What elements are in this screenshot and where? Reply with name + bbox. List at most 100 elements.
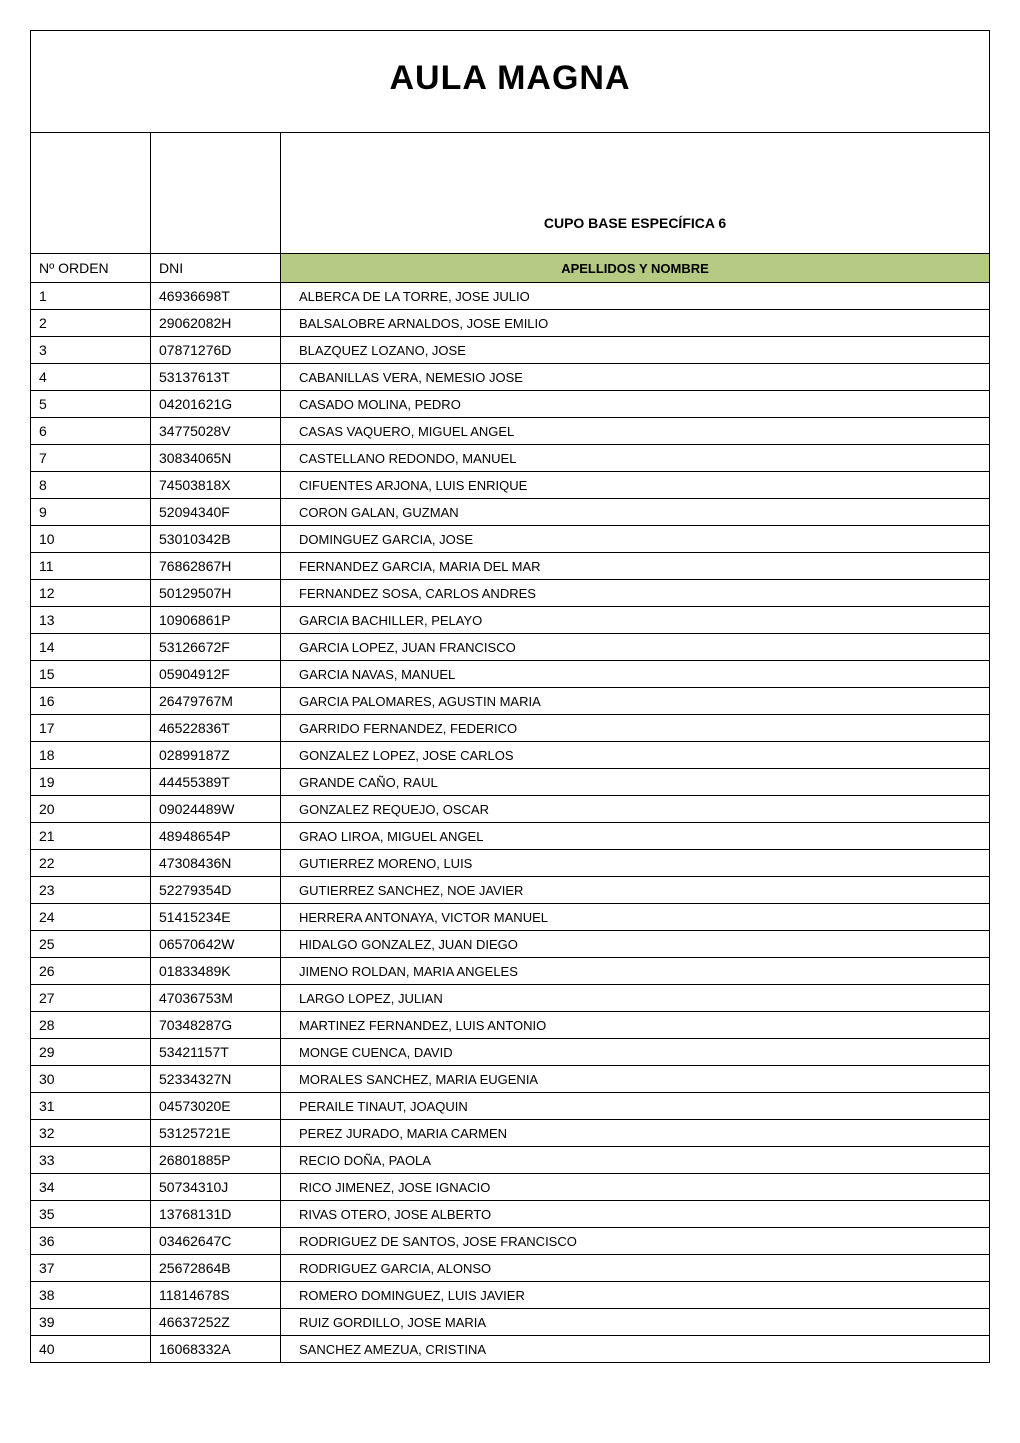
cell-name: RECIO DOÑA, PAOLA — [281, 1147, 989, 1173]
table-body: 146936698TALBERCA DE LA TORRE, JOSE JULI… — [31, 283, 989, 1362]
cell-orden: 34 — [31, 1174, 151, 1200]
cell-name: CASTELLANO REDONDO, MANUEL — [281, 445, 989, 471]
cell-dni: 76862867H — [151, 553, 281, 579]
cell-dni: 11814678S — [151, 1282, 281, 1308]
subheader-dni-spacer — [151, 133, 281, 253]
cell-orden: 12 — [31, 580, 151, 606]
cell-orden: 2 — [31, 310, 151, 336]
cell-dni: 09024489W — [151, 796, 281, 822]
cell-name: FERNANDEZ GARCIA, MARIA DEL MAR — [281, 553, 989, 579]
cell-name: MARTINEZ FERNANDEZ, LUIS ANTONIO — [281, 1012, 989, 1038]
cell-dni: 51415234E — [151, 904, 281, 930]
table-row: 3946637252ZRUIZ GORDILLO, JOSE MARIA — [31, 1309, 989, 1336]
table-row: 3603462647CRODRIGUEZ DE SANTOS, JOSE FRA… — [31, 1228, 989, 1255]
page-title: AULA MAGNA — [389, 59, 630, 97]
cell-name: PERAILE TINAUT, JOAQUIN — [281, 1093, 989, 1119]
table-row: 146936698TALBERCA DE LA TORRE, JOSE JULI… — [31, 283, 989, 310]
cell-orden: 23 — [31, 877, 151, 903]
cell-orden: 33 — [31, 1147, 151, 1173]
table-row: 3811814678SROMERO DOMINGUEZ, LUIS JAVIER — [31, 1282, 989, 1309]
cell-orden: 20 — [31, 796, 151, 822]
table-row: 1802899187ZGONZALEZ LOPEZ, JOSE CARLOS — [31, 742, 989, 769]
col-header-dni: DNI — [151, 254, 281, 282]
cell-dni: 46936698T — [151, 283, 281, 309]
table-row: 4016068332ASANCHEZ AMEZUA, CRISTINA — [31, 1336, 989, 1362]
cell-dni: 53125721E — [151, 1120, 281, 1146]
col-header-apellidos: APELLIDOS Y NOMBRE — [281, 254, 989, 282]
cell-orden: 39 — [31, 1309, 151, 1335]
cell-dni: 44455389T — [151, 769, 281, 795]
cell-name: RIVAS OTERO, JOSE ALBERTO — [281, 1201, 989, 1227]
cell-dni: 04201621G — [151, 391, 281, 417]
cell-orden: 37 — [31, 1255, 151, 1281]
cell-orden: 29 — [31, 1039, 151, 1065]
cell-dni: 30834065N — [151, 445, 281, 471]
table-row: 3326801885PRECIO DOÑA, PAOLA — [31, 1147, 989, 1174]
cell-name: GARCIA NAVAS, MANUEL — [281, 661, 989, 687]
cell-name: SANCHEZ AMEZUA, CRISTINA — [281, 1336, 989, 1362]
table-row: 634775028VCASAS VAQUERO, MIGUEL ANGEL — [31, 418, 989, 445]
cell-dni: 16068332A — [151, 1336, 281, 1362]
cell-orden: 25 — [31, 931, 151, 957]
table-row: 1310906861PGARCIA BACHILLER, PELAYO — [31, 607, 989, 634]
table-row: 229062082HBALSALOBRE ARNALDOS, JOSE EMIL… — [31, 310, 989, 337]
cell-name: RODRIGUEZ GARCIA, ALONSO — [281, 1255, 989, 1281]
cell-dni: 02899187Z — [151, 742, 281, 768]
cell-orden: 11 — [31, 553, 151, 579]
table-container: AULA MAGNA CUPO BASE ESPECÍFICA 6 Nº ORD… — [30, 30, 990, 1363]
cell-orden: 5 — [31, 391, 151, 417]
cell-name: CASAS VAQUERO, MIGUEL ANGEL — [281, 418, 989, 444]
cell-dni: 46637252Z — [151, 1309, 281, 1335]
cell-orden: 35 — [31, 1201, 151, 1227]
cell-name: LARGO LOPEZ, JULIAN — [281, 985, 989, 1011]
cell-orden: 19 — [31, 769, 151, 795]
table-row: 1626479767MGARCIA PALOMARES, AGUSTIN MAR… — [31, 688, 989, 715]
cell-name: ALBERCA DE LA TORRE, JOSE JULIO — [281, 283, 989, 309]
cell-orden: 4 — [31, 364, 151, 390]
cell-orden: 15 — [31, 661, 151, 687]
cell-dni: 52094340F — [151, 499, 281, 525]
cell-orden: 36 — [31, 1228, 151, 1254]
table-row: 2747036753MLARGO LOPEZ, JULIAN — [31, 985, 989, 1012]
title-row: AULA MAGNA — [31, 31, 989, 133]
subheader-row: CUPO BASE ESPECÍFICA 6 — [31, 133, 989, 254]
cell-dni: 52279354D — [151, 877, 281, 903]
table-row: 2247308436NGUTIERREZ MORENO, LUIS — [31, 850, 989, 877]
cell-dni: 50734310J — [151, 1174, 281, 1200]
cell-name: GARCIA LOPEZ, JUAN FRANCISCO — [281, 634, 989, 660]
cell-orden: 30 — [31, 1066, 151, 1092]
table-row: 1944455389TGRANDE CAÑO, RAUL — [31, 769, 989, 796]
cell-name: JIMENO ROLDAN, MARIA ANGELES — [281, 958, 989, 984]
cell-dni: 04573020E — [151, 1093, 281, 1119]
cell-dni: 07871276D — [151, 337, 281, 363]
cell-name: HIDALGO GONZALEZ, JUAN DIEGO — [281, 931, 989, 957]
cell-dni: 29062082H — [151, 310, 281, 336]
cell-dni: 25672864B — [151, 1255, 281, 1281]
table-row: 1746522836TGARRIDO FERNANDEZ, FEDERICO — [31, 715, 989, 742]
cell-name: ROMERO DOMINGUEZ, LUIS JAVIER — [281, 1282, 989, 1308]
table-row: 2451415234EHERRERA ANTONAYA, VICTOR MANU… — [31, 904, 989, 931]
table-row: 2953421157TMONGE CUENCA, DAVID — [31, 1039, 989, 1066]
cell-dni: 26479767M — [151, 688, 281, 714]
cell-name: MORALES SANCHEZ, MARIA EUGENIA — [281, 1066, 989, 1092]
cell-name: CIFUENTES ARJONA, LUIS ENRIQUE — [281, 472, 989, 498]
column-header-row: Nº ORDEN DNI APELLIDOS Y NOMBRE — [31, 254, 989, 283]
cell-name: CABANILLAS VERA, NEMESIO JOSE — [281, 364, 989, 390]
cell-dni: 70348287G — [151, 1012, 281, 1038]
cell-name: RODRIGUEZ DE SANTOS, JOSE FRANCISCO — [281, 1228, 989, 1254]
cell-name: BALSALOBRE ARNALDOS, JOSE EMILIO — [281, 310, 989, 336]
cell-orden: 13 — [31, 607, 151, 633]
cell-name: GARRIDO FERNANDEZ, FEDERICO — [281, 715, 989, 741]
table-row: 3450734310JRICO JIMENEZ, JOSE IGNACIO — [31, 1174, 989, 1201]
cell-dni: 03462647C — [151, 1228, 281, 1254]
cell-name: FERNANDEZ SOSA, CARLOS ANDRES — [281, 580, 989, 606]
cell-orden: 40 — [31, 1336, 151, 1362]
cell-name: GONZALEZ LOPEZ, JOSE CARLOS — [281, 742, 989, 768]
cell-orden: 3 — [31, 337, 151, 363]
table-row: 2148948654PGRAO LIROA, MIGUEL ANGEL — [31, 823, 989, 850]
cell-name: CORON GALAN, GUZMAN — [281, 499, 989, 525]
table-row: 3052334327NMORALES SANCHEZ, MARIA EUGENI… — [31, 1066, 989, 1093]
cell-orden: 16 — [31, 688, 151, 714]
table-row: 1176862867HFERNANDEZ GARCIA, MARIA DEL M… — [31, 553, 989, 580]
cell-orden: 8 — [31, 472, 151, 498]
